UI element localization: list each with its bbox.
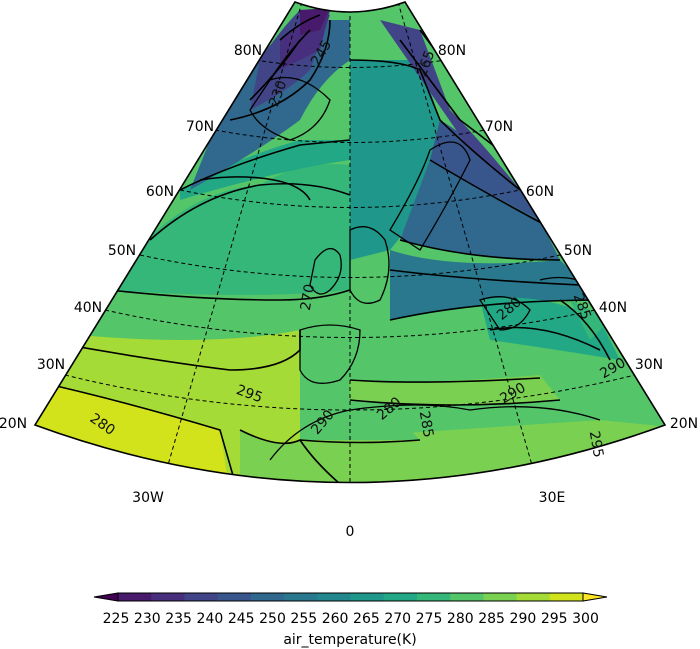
lat-label: 40N — [599, 300, 627, 316]
lat-labels-left: 80N 70N 60N 50N 40N 30N 20N — [0, 43, 262, 432]
coastlines — [249, 76, 611, 461]
contour-label: 270 — [298, 283, 318, 312]
colorbar-tick-label: 275 — [416, 611, 443, 627]
colorbar-tick-label: 230 — [134, 611, 161, 627]
colorbar-tick-label: 235 — [165, 611, 192, 627]
colorbar-cell — [317, 593, 351, 601]
colorbar-tick-label: 245 — [228, 611, 255, 627]
colorbar: 225 230 235 240 245 250 255 260 265 270 275 280 285 2… — [93, 592, 608, 648]
lat-label: 80N — [438, 43, 466, 59]
colorbar-tick-label: 290 — [510, 611, 537, 627]
contour-lines — [35, 14, 611, 483]
lat-label: 70N — [186, 119, 214, 135]
lat-label: 40N — [74, 300, 102, 316]
colorbar-tick-label: 260 — [322, 611, 349, 627]
lon-labels: 30W 0 30E — [132, 490, 565, 540]
colorbar-cell — [416, 593, 451, 601]
colorbar-cell — [450, 593, 484, 601]
lat-label: 20N — [0, 416, 27, 432]
colorbar-frame — [117, 592, 584, 602]
lon-label: 30W — [132, 490, 164, 506]
colorbar-cell — [151, 593, 185, 601]
colorbar-tick-label: 270 — [384, 611, 411, 627]
colorbar-cell — [549, 593, 584, 601]
colorbar-tick-label: 225 — [103, 611, 130, 627]
lat-label: 20N — [670, 416, 698, 432]
colorbar-cell — [383, 593, 418, 601]
colorbar-tick-label: 295 — [541, 611, 568, 627]
colorbar-cell — [350, 593, 385, 601]
lat-label: 70N — [485, 119, 513, 135]
lat-label: 60N — [146, 184, 174, 200]
colorbar-cell — [118, 593, 152, 601]
contour-label: 285 — [416, 410, 436, 439]
colorbar-label: air_temperature(K) — [283, 632, 416, 648]
colorbar-tick-label: 280 — [447, 611, 474, 627]
colorbar-cell — [184, 593, 219, 601]
colorbar-max-arrow — [582, 592, 608, 602]
colorbar-cell — [250, 593, 285, 601]
lat-label: 80N — [234, 43, 262, 59]
colorbar-tick-label: 285 — [478, 611, 505, 627]
colorbar-cell — [483, 593, 518, 601]
colorbar-cells — [118, 593, 584, 601]
colorbar-tick-label: 255 — [290, 611, 317, 627]
lon-label: 0 — [346, 524, 355, 540]
lat-label: 30N — [37, 357, 65, 373]
colorbar-tick-label: 250 — [259, 611, 286, 627]
colorbar-ticks: 225 230 235 240 245 250 255 260 265 270 275 280 285 2… — [103, 611, 599, 627]
colorbar-min-arrow — [93, 592, 119, 602]
lat-label: 50N — [564, 243, 592, 259]
map-boundary — [33, 1, 667, 484]
lat-labels-right: 80N 70N 60N 50N 40N 30N 20N — [438, 43, 698, 432]
contour-label: 295 — [586, 430, 606, 459]
lat-label: 50N — [108, 243, 136, 259]
lat-label: 60N — [526, 184, 554, 200]
colorbar-cell — [516, 593, 551, 601]
colorbar-tick-label: 300 — [572, 611, 599, 627]
colorbar-tick-label: 265 — [353, 611, 380, 627]
colorbar-cell — [217, 593, 252, 601]
graticule — [64, 2, 636, 483]
lat-label: 30N — [635, 357, 663, 373]
colorbar-tick-label: 240 — [197, 611, 224, 627]
lon-label: 30E — [539, 490, 566, 506]
colorbar-cell — [284, 593, 318, 601]
